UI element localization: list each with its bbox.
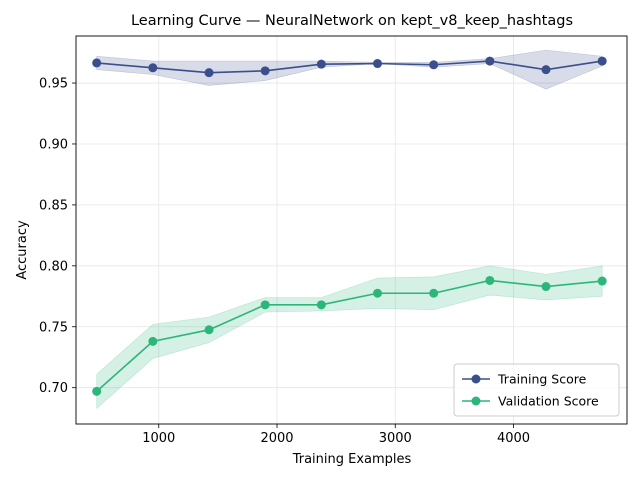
data-point-training xyxy=(316,59,326,69)
y-tick-label: 0.85 xyxy=(39,198,68,213)
x-axis-label: Training Examples xyxy=(292,452,412,467)
data-point-validation xyxy=(92,386,102,396)
data-point-validation xyxy=(485,275,495,285)
legend-box xyxy=(453,363,620,417)
y-axis-ticks: 0.70 0.75 0.80 0.85 0.90 0.95 xyxy=(39,77,76,396)
series-line-training xyxy=(96,60,603,74)
data-point-validation xyxy=(148,336,158,346)
legend-label: Training Score xyxy=(497,372,587,387)
data-point-training xyxy=(429,60,439,70)
data-point-training xyxy=(373,59,383,69)
x-tick-label: 1000 xyxy=(142,431,175,446)
y-tick-label: 0.95 xyxy=(39,77,68,92)
data-point-validation xyxy=(541,282,551,292)
y-tick-label: 0.70 xyxy=(39,381,68,396)
x-tick-label: 3000 xyxy=(379,431,412,446)
plot-frame xyxy=(75,35,628,425)
series-points xyxy=(92,56,607,396)
data-point-training xyxy=(541,65,551,75)
data-point-training xyxy=(204,68,214,78)
y-tick-label: 0.90 xyxy=(39,137,68,152)
x-tick-label: 4000 xyxy=(497,431,530,446)
data-point-validation xyxy=(204,325,214,335)
legend-swatch-marker xyxy=(471,396,481,406)
chart-title: Learning Curve — NeuralNetwork on kept_v… xyxy=(131,13,573,29)
series-line-validation xyxy=(96,279,603,392)
data-point-validation xyxy=(429,288,439,298)
series-lines xyxy=(96,60,603,392)
data-point-training xyxy=(148,63,158,73)
x-axis-ticks: 1000 2000 3000 4000 xyxy=(142,424,530,446)
confidence-bands xyxy=(96,49,603,410)
data-point-training xyxy=(260,66,270,76)
confidence-band-training xyxy=(96,49,603,90)
x-tick-label: 2000 xyxy=(260,431,293,446)
legend-label: Validation Score xyxy=(498,394,599,409)
y-tick-label: 0.80 xyxy=(39,259,68,274)
data-point-training xyxy=(485,56,495,66)
legend-swatch-marker xyxy=(471,374,481,384)
legend: Training Score Validation Score xyxy=(453,363,620,417)
confidence-band-validation xyxy=(96,265,603,410)
grid-lines xyxy=(76,36,627,424)
data-point-validation xyxy=(597,276,607,286)
y-axis-label: Accuracy xyxy=(15,220,30,280)
data-point-validation xyxy=(373,288,383,298)
data-point-training xyxy=(92,58,102,68)
data-point-validation xyxy=(316,300,326,310)
data-point-validation xyxy=(260,300,270,310)
data-point-training xyxy=(597,56,607,66)
y-tick-label: 0.75 xyxy=(39,320,68,335)
